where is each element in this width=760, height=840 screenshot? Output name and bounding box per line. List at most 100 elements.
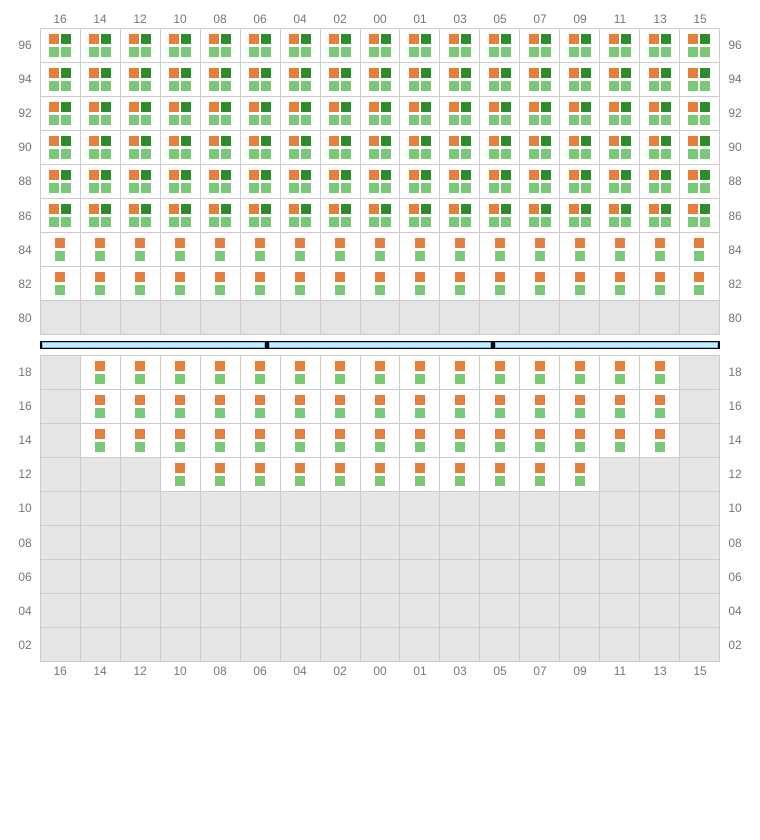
- grid-cell: [400, 97, 440, 130]
- grid-row: [41, 301, 719, 335]
- grid-cell: [400, 424, 440, 457]
- row-label: 82: [720, 267, 750, 301]
- column-label: 10: [160, 10, 200, 28]
- grid-cell: [321, 63, 361, 96]
- grid-cell: [161, 492, 201, 525]
- grid-cell: [600, 29, 640, 62]
- grid-cell: [361, 356, 401, 389]
- row-label: 90: [720, 130, 750, 164]
- grid-cell: [81, 424, 121, 457]
- grid-cell: [161, 560, 201, 593]
- grid-cell: [560, 526, 600, 559]
- grid-cell: [680, 356, 719, 389]
- grid-cell: [520, 97, 560, 130]
- grid-cell: [480, 390, 520, 423]
- grid-row: [41, 63, 719, 97]
- grid-cell: [560, 63, 600, 96]
- row-label: 10: [10, 491, 40, 525]
- grid-cell: [41, 165, 81, 198]
- grid-cell: [680, 199, 719, 232]
- grid-cell: [520, 267, 560, 300]
- grid-row: [41, 199, 719, 233]
- row-label: 18: [10, 355, 40, 389]
- row-label: 96: [720, 28, 750, 62]
- grid-cell: [560, 458, 600, 491]
- grid-row: [41, 492, 719, 526]
- grid-cell: [41, 267, 81, 300]
- grid-cell: [680, 390, 719, 423]
- grid-cell: [41, 356, 81, 389]
- grid-cell: [560, 628, 600, 661]
- row-label: 04: [720, 594, 750, 628]
- grid-row: [41, 424, 719, 458]
- grid-cell: [680, 301, 719, 334]
- grid-cell: [600, 628, 640, 661]
- grid-cell: [241, 390, 281, 423]
- grid-cell: [560, 267, 600, 300]
- row-label: 86: [720, 199, 750, 233]
- grid-cell: [201, 165, 241, 198]
- grid-cell: [361, 301, 401, 334]
- grid-cell: [640, 390, 680, 423]
- column-label: 10: [160, 662, 200, 680]
- column-label: 01: [400, 10, 440, 28]
- row-label: 96: [10, 28, 40, 62]
- grid-cell: [400, 628, 440, 661]
- grid-cell: [520, 356, 560, 389]
- grid-cell: [640, 63, 680, 96]
- grid-cell: [201, 560, 241, 593]
- grid-cell: [520, 594, 560, 627]
- grid-cell: [81, 131, 121, 164]
- grid-cell: [480, 165, 520, 198]
- grid-cell: [41, 594, 81, 627]
- top-row-labels-left: 969492908886848280: [10, 28, 40, 335]
- grid-cell: [680, 29, 719, 62]
- row-label: 94: [10, 62, 40, 96]
- grid-cell: [41, 63, 81, 96]
- grid-cell: [201, 29, 241, 62]
- grid-row: [41, 526, 719, 560]
- grid-cell: [600, 492, 640, 525]
- column-label: 15: [680, 10, 720, 28]
- grid-cell: [41, 199, 81, 232]
- row-label: 14: [10, 423, 40, 457]
- grid-cell: [121, 492, 161, 525]
- grid-cell: [680, 131, 719, 164]
- grid-cell: [680, 267, 719, 300]
- row-label: 12: [10, 457, 40, 491]
- grid-cell: [201, 526, 241, 559]
- column-label: 01: [400, 662, 440, 680]
- grid-cell: [600, 594, 640, 627]
- column-label: 09: [560, 10, 600, 28]
- grid-cell: [321, 97, 361, 130]
- grid-cell: [81, 233, 121, 266]
- column-label: 00: [360, 10, 400, 28]
- grid-cell: [161, 424, 201, 457]
- grid-cell: [81, 267, 121, 300]
- grid-cell: [361, 233, 401, 266]
- grid-cell: [281, 424, 321, 457]
- grid-cell: [520, 628, 560, 661]
- grid-cell: [600, 424, 640, 457]
- grid-cell: [161, 29, 201, 62]
- column-label: 04: [280, 662, 320, 680]
- grid-row: [41, 594, 719, 628]
- grid-row: [41, 390, 719, 424]
- grid-cell: [520, 560, 560, 593]
- column-label: 11: [600, 662, 640, 680]
- grid-cell: [400, 267, 440, 300]
- grid-cell: [480, 526, 520, 559]
- column-label: 02: [320, 662, 360, 680]
- grid-cell: [241, 628, 281, 661]
- bottom-row-labels-right: 181614121008060402: [720, 355, 750, 662]
- row-label: 88: [720, 164, 750, 198]
- grid-cell: [201, 356, 241, 389]
- grid-cell: [440, 63, 480, 96]
- grid-cell: [121, 356, 161, 389]
- grid-cell: [560, 233, 600, 266]
- row-label: 14: [720, 423, 750, 457]
- grid-cell: [440, 628, 480, 661]
- grid-cell: [41, 97, 81, 130]
- divider-band: [40, 341, 720, 349]
- column-label: 13: [640, 662, 680, 680]
